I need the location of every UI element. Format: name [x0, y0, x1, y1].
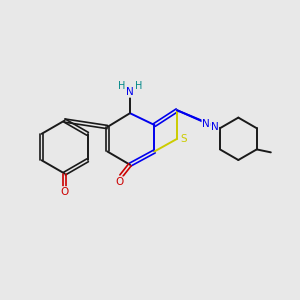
Text: O: O	[115, 177, 123, 187]
Text: O: O	[61, 187, 69, 197]
Text: N: N	[126, 87, 134, 97]
Text: H: H	[118, 81, 125, 91]
Text: N: N	[202, 119, 210, 129]
Text: N: N	[211, 122, 218, 132]
Text: S: S	[180, 134, 187, 144]
Text: H: H	[134, 81, 142, 91]
